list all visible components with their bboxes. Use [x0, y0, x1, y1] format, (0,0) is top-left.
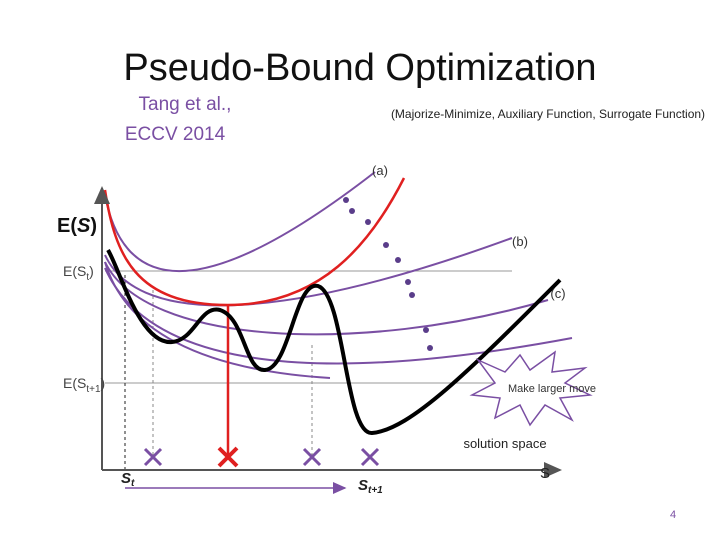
callout-burst — [469, 350, 593, 427]
label-part: t — [86, 272, 89, 283]
label-part: S — [358, 477, 368, 494]
page-number: 4 — [670, 509, 676, 521]
label-part: t+1 — [368, 485, 383, 496]
x-marker — [302, 447, 322, 467]
callout-text: Make larger move — [508, 383, 596, 395]
label-part: t+1 — [86, 384, 101, 395]
subtitle: (Majorize-Minimize, Auxiliary Function, … — [391, 107, 705, 121]
label-part: E(S — [63, 375, 86, 391]
label-part: E( — [57, 215, 77, 237]
curve-label: (c) — [550, 286, 565, 301]
label-part: E(S — [63, 263, 86, 279]
citation-line: ECCV 2014 — [125, 124, 226, 145]
label-part: S — [77, 215, 91, 237]
level-label: E(St) — [63, 263, 94, 283]
x-axis-symbol: S — [540, 465, 550, 482]
dot — [409, 292, 415, 298]
dotted-trail — [343, 197, 433, 351]
dot — [405, 279, 411, 285]
curve-label: (a) — [372, 163, 388, 178]
label-part: ) — [101, 375, 106, 391]
curve-label: (b) — [512, 234, 528, 249]
energy-curve — [106, 248, 562, 436]
point-label: St+1 — [358, 477, 383, 496]
label-part: S — [121, 470, 131, 487]
x-marker — [360, 447, 380, 467]
citation-line: Tang et al., — [139, 94, 232, 115]
x-axis-label: solution space — [463, 436, 546, 451]
label-part: t — [131, 478, 135, 489]
dot — [395, 257, 401, 263]
pseudo-bound-curve — [103, 177, 406, 307]
x-marker — [143, 447, 163, 467]
level-label: E(St+1) — [63, 375, 105, 395]
label-part: ) — [90, 215, 97, 237]
slide-title: Pseudo-Bound Optimization — [123, 47, 596, 89]
dot — [365, 219, 371, 225]
label-part: ) — [89, 263, 94, 279]
y-axis-label: E(S) — [57, 215, 97, 237]
bound-curve — [104, 171, 376, 273]
dot — [383, 242, 389, 248]
dot — [349, 208, 355, 214]
x-marker — [217, 446, 239, 468]
dot — [343, 197, 349, 203]
dot — [423, 327, 429, 333]
markers — [143, 446, 380, 468]
dot — [427, 345, 433, 351]
point-label: St — [121, 470, 135, 489]
bound-curve — [104, 261, 549, 336]
